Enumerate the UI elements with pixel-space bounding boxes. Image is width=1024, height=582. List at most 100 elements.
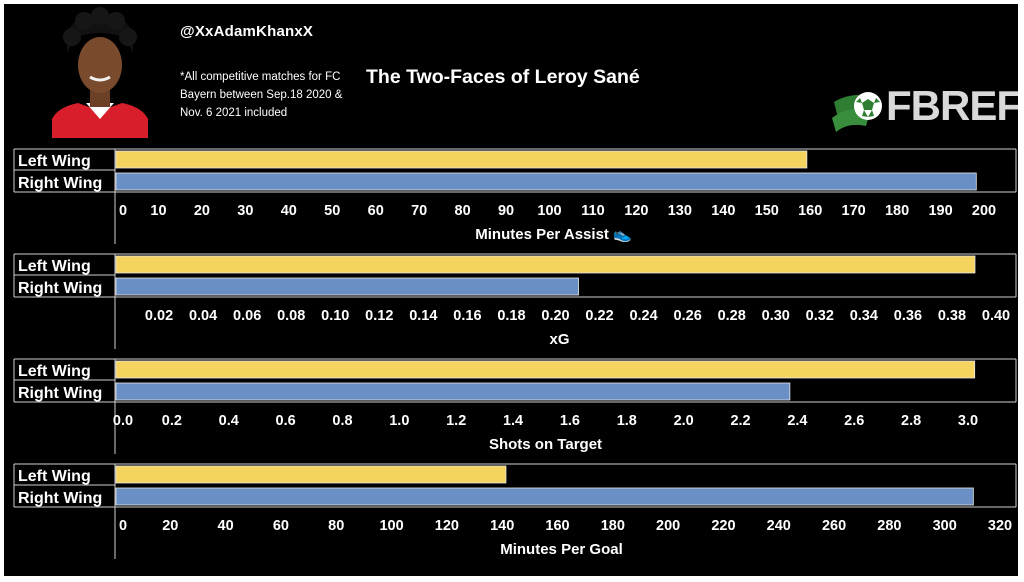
tick-label: 160 [545, 518, 569, 534]
fbref-logo-text: FBREF [886, 82, 1018, 129]
tick-label: 0.6 [276, 413, 296, 429]
tick-label: 0.20 [541, 308, 569, 324]
category-label: Right Wing [18, 280, 102, 297]
tick-label: 0.02 [145, 308, 173, 324]
category-label: Left Wing [18, 468, 91, 485]
tick-label: 140 [711, 203, 735, 219]
tick-label: 100 [537, 203, 561, 219]
tick-label: 320 [988, 518, 1012, 534]
tick-label: 1.6 [560, 413, 580, 429]
x-axis-label: Minutes Per Assist 👟 [475, 226, 632, 243]
category-label: Left Wing [18, 153, 91, 170]
tick-label: 3.0 [958, 413, 978, 429]
tick-label: 200 [656, 518, 680, 534]
tick-label: 0.18 [497, 308, 525, 324]
bar-left-wing [115, 360, 976, 379]
tick-label: 0.8 [332, 413, 352, 429]
category-label: Left Wing [18, 363, 91, 380]
tick-label: 0.34 [850, 308, 878, 324]
tick-label: 0.06 [233, 308, 261, 324]
tick-label: 60 [368, 203, 384, 219]
tick-label: 0 [119, 203, 127, 219]
tick-label: 0.32 [806, 308, 834, 324]
category-label: Right Wing [18, 385, 102, 402]
tick-label: 180 [601, 518, 625, 534]
category-label: Right Wing [18, 490, 102, 507]
tick-label: 1.8 [617, 413, 637, 429]
tick-label: 20 [162, 518, 178, 534]
tick-label: 100 [379, 518, 403, 534]
tick-label: 180 [885, 203, 909, 219]
tick-label: 0.28 [718, 308, 746, 324]
x-axis-label: Shots on Target [489, 436, 602, 453]
tick-label: 0.38 [938, 308, 966, 324]
tick-label: 0.12 [365, 308, 393, 324]
tick-label: 0.0 [113, 413, 133, 429]
tick-label: 120 [435, 518, 459, 534]
tick-label: 0.04 [189, 308, 217, 324]
bar-left-wing [115, 255, 976, 274]
tick-label: 60 [273, 518, 289, 534]
tick-label: 80 [455, 203, 471, 219]
tick-label: 280 [877, 518, 901, 534]
chart-title: The Two-Faces of Leroy Sané [366, 66, 640, 88]
bar-left-wing [115, 150, 808, 169]
player-photo [48, 7, 152, 138]
tick-label: 150 [755, 203, 779, 219]
tick-label: 80 [328, 518, 344, 534]
tick-label: 0.4 [219, 413, 239, 429]
bar-right-wing [115, 277, 579, 296]
tick-label: 10 [150, 203, 166, 219]
tick-label: 0.10 [321, 308, 349, 324]
x-axis-label: Minutes Per Goal [500, 541, 623, 558]
tick-label: 0.36 [894, 308, 922, 324]
tick-label: 40 [218, 518, 234, 534]
tick-label: 200 [972, 203, 996, 219]
bar-left-wing [115, 465, 507, 484]
tick-label: 0.16 [453, 308, 481, 324]
category-label: Right Wing [18, 175, 102, 192]
tick-label: 50 [324, 203, 340, 219]
tick-label: 2.6 [844, 413, 864, 429]
tick-label: 30 [237, 203, 253, 219]
tick-label: 170 [842, 203, 866, 219]
tick-label: 0.2 [162, 413, 182, 429]
tick-label: 2.2 [730, 413, 750, 429]
author-handle: @XxAdamKhanxX [180, 23, 314, 40]
player-portrait-image [48, 7, 152, 138]
tick-label: 1.4 [503, 413, 523, 429]
tick-label: 260 [822, 518, 846, 534]
tick-label: 120 [624, 203, 648, 219]
tick-label: 140 [490, 518, 514, 534]
tick-label: 240 [767, 518, 791, 534]
tick-label: 70 [411, 203, 427, 219]
tick-label: 1.0 [389, 413, 409, 429]
tick-label: 0.40 [982, 308, 1010, 324]
bar-right-wing [115, 487, 974, 506]
x-axis-label: xG [549, 331, 569, 348]
tick-label: 110 [581, 203, 604, 219]
fbref-logo-icon [832, 92, 882, 132]
tick-label: 2.0 [674, 413, 694, 429]
tick-label: 130 [668, 203, 692, 219]
tick-label: 0.22 [585, 308, 613, 324]
tick-label: 2.8 [901, 413, 921, 429]
tick-label: 0 [119, 518, 127, 534]
tick-label: 300 [933, 518, 957, 534]
tick-label: 90 [498, 203, 514, 219]
chart-frame: @XxAdamKhanxX *All competitive matches f… [4, 4, 1018, 576]
tick-label: 20 [194, 203, 210, 219]
tick-label: 0.30 [762, 308, 790, 324]
tick-label: 0.14 [409, 308, 437, 324]
category-label: Left Wing [18, 258, 91, 275]
bar-right-wing [115, 382, 791, 401]
data-scope-note: *All competitive matches for FC Bayern b… [180, 71, 343, 119]
tick-label: 0.24 [629, 308, 657, 324]
bar-charts: Left Wing Right Wing 0 10 20 30 40 50 60 70 80 90 10… [13, 148, 1017, 559]
tick-label: 220 [711, 518, 735, 534]
bar-right-wing [115, 172, 977, 191]
tick-label: 1.2 [446, 413, 466, 429]
tick-label: 2.4 [787, 413, 807, 429]
tick-label: 0.08 [277, 308, 305, 324]
tick-label: 160 [798, 203, 822, 219]
